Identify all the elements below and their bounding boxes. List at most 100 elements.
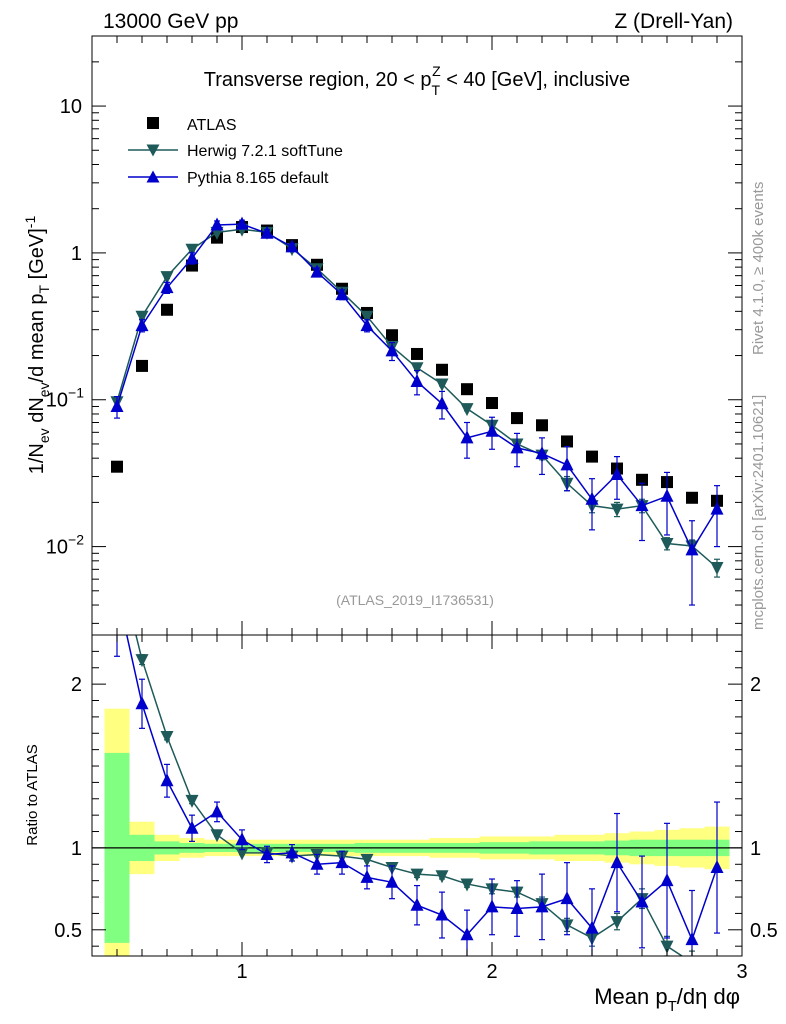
main-point-atlas <box>436 363 448 376</box>
ratio-y-tick-label-left: 2 <box>71 674 82 696</box>
ratio-point-pythia <box>585 920 599 934</box>
main-point-pythia <box>435 396 449 410</box>
legend-marker-pythia <box>146 170 160 183</box>
main-point-pythia <box>310 264 324 278</box>
ratio-point-herwig <box>235 847 249 861</box>
main-point-pythia <box>210 217 224 231</box>
legend-label-pythia: Pythia 8.165 default <box>187 170 329 187</box>
x-axis-label: Mean pT/dη dφ <box>594 984 740 1015</box>
main-point-pythia <box>635 498 649 512</box>
main-point-atlas <box>461 383 473 396</box>
main-y-ticks: 10 1 10−1 10−2 <box>46 35 742 624</box>
main-point-pythia <box>235 216 249 230</box>
main-point-atlas <box>386 329 398 342</box>
main-point-atlas <box>161 303 173 316</box>
ratio-y-tick-label-right: 2 <box>750 674 761 696</box>
ratio-point-herwig <box>660 940 674 954</box>
title-sup: Z <box>432 63 441 79</box>
legend-label-atlas: ATLAS <box>187 117 237 134</box>
main-marks <box>110 216 724 606</box>
ratio-point-pythia <box>235 832 249 846</box>
main-point-pythia <box>685 542 699 556</box>
legend-marker-atlas <box>147 117 159 129</box>
analysis-watermark: (ATLAS_2019_I1736531) <box>336 592 494 608</box>
ratio-y-ticks: 0.5 0.5 1 1 2 2 <box>54 650 778 947</box>
main-point-pythia <box>185 250 199 264</box>
main-point-atlas <box>411 347 423 360</box>
ratio-point-pythia <box>685 932 699 946</box>
ratio-y-tick-label-left: 1 <box>71 838 82 860</box>
ratio-x-ticks: 1 2 3 <box>116 635 748 983</box>
ratio-point-pythia <box>210 804 224 818</box>
main-point-atlas <box>511 412 523 425</box>
main-point-pythia <box>335 287 349 301</box>
main-point-pythia <box>485 423 499 437</box>
main-point-herwig <box>360 310 374 324</box>
ratio-point-pythia <box>635 894 649 908</box>
ratio-point-pythia <box>335 855 349 869</box>
ratio-point-pythia <box>310 856 324 870</box>
main-point-herwig <box>410 362 424 376</box>
title-sub: T <box>432 82 441 98</box>
main-y-axis-label: 1/Nev dNev/d mean pT [GeV]-1 <box>22 216 52 475</box>
main-point-pythia <box>135 318 149 332</box>
main-x-ticks <box>116 36 743 635</box>
header-left: 13000 GeV pp <box>103 10 238 33</box>
main-point-pythia <box>410 374 424 388</box>
main-point-pythia <box>510 440 524 454</box>
main-panel: 10 1 10−1 10−2 Transverse region, 20 < pTZ … <box>22 35 743 636</box>
main-point-pythia <box>610 466 624 480</box>
main-point-pythia <box>535 446 549 460</box>
ratio-point-pythia <box>285 845 299 859</box>
ratio-point-herwig <box>160 731 174 745</box>
ratio-panel: 0.5 0.5 1 1 2 2 1 2 3 Ratio to ATLAS Mean pT/dη… <box>24 634 778 1015</box>
main-point-herwig <box>160 271 174 285</box>
ratio-point-herwig <box>210 829 224 843</box>
ratio-point-herwig <box>460 878 474 892</box>
ratio-y-tick-label-right: 0.5 <box>750 920 778 942</box>
ratio-y-tick-label-right: 1 <box>750 838 761 860</box>
main-y-tick-label: 10 <box>60 96 82 118</box>
ratio-point-pythia <box>385 874 399 888</box>
main-point-pythia <box>560 457 574 471</box>
ratio-point-pythia <box>610 855 624 869</box>
main-point-atlas <box>536 419 548 432</box>
header-right: Z (Drell-Yan) <box>614 10 733 33</box>
main-y-tick-label: 1 <box>71 243 82 265</box>
x-axis-label-pre: Mean p <box>594 984 667 1009</box>
ratio-point-pythia <box>410 897 424 911</box>
main-point-atlas <box>686 491 698 504</box>
ratio-point-pythia <box>460 927 474 941</box>
main-point-atlas <box>586 450 598 463</box>
ratio-point-pythia <box>360 869 374 883</box>
ratio-point-herwig <box>410 868 424 882</box>
main-point-herwig <box>660 537 674 551</box>
ratio-point-pythia <box>560 891 574 905</box>
legend-marker-herwig <box>146 144 160 157</box>
x-axis-label-sub: T <box>668 998 677 1015</box>
main-point-pythia <box>460 430 474 444</box>
main-point-atlas <box>136 359 148 372</box>
main-y-tick-label: 10−1 <box>46 385 84 412</box>
main-point-pythia <box>160 280 174 294</box>
rivet-version-label: Rivet 4.1.0, ≥ 400k events <box>750 182 767 355</box>
ratio-point-pythia <box>710 860 724 874</box>
ratio-point-herwig <box>185 794 199 808</box>
main-point-pythia <box>110 398 124 412</box>
main-point-pythia <box>585 491 599 505</box>
ratio-point-pythia <box>260 846 274 860</box>
x-tick-label: 2 <box>486 961 497 983</box>
legend: ATLAS Herwig 7.2.1 softTune Pythia 8.165… <box>128 117 343 187</box>
main-point-atlas <box>111 460 123 473</box>
main-point-atlas <box>486 397 498 410</box>
ratio-point-pythia <box>660 873 674 887</box>
title-pre: Transverse region, 20 < p <box>204 69 432 91</box>
ratio-y-tick-label-left: 0.5 <box>54 920 82 942</box>
x-tick-label: 3 <box>736 961 747 983</box>
ratio-y-axis-label: Ratio to ATLAS <box>24 744 41 845</box>
main-point-herwig <box>610 503 624 517</box>
chart-title: Transverse region, 20 < pTZ < 40 [GeV], … <box>204 63 630 98</box>
main-point-pythia <box>360 318 374 332</box>
main-point-herwig <box>710 562 724 576</box>
main-point-herwig <box>460 403 474 417</box>
